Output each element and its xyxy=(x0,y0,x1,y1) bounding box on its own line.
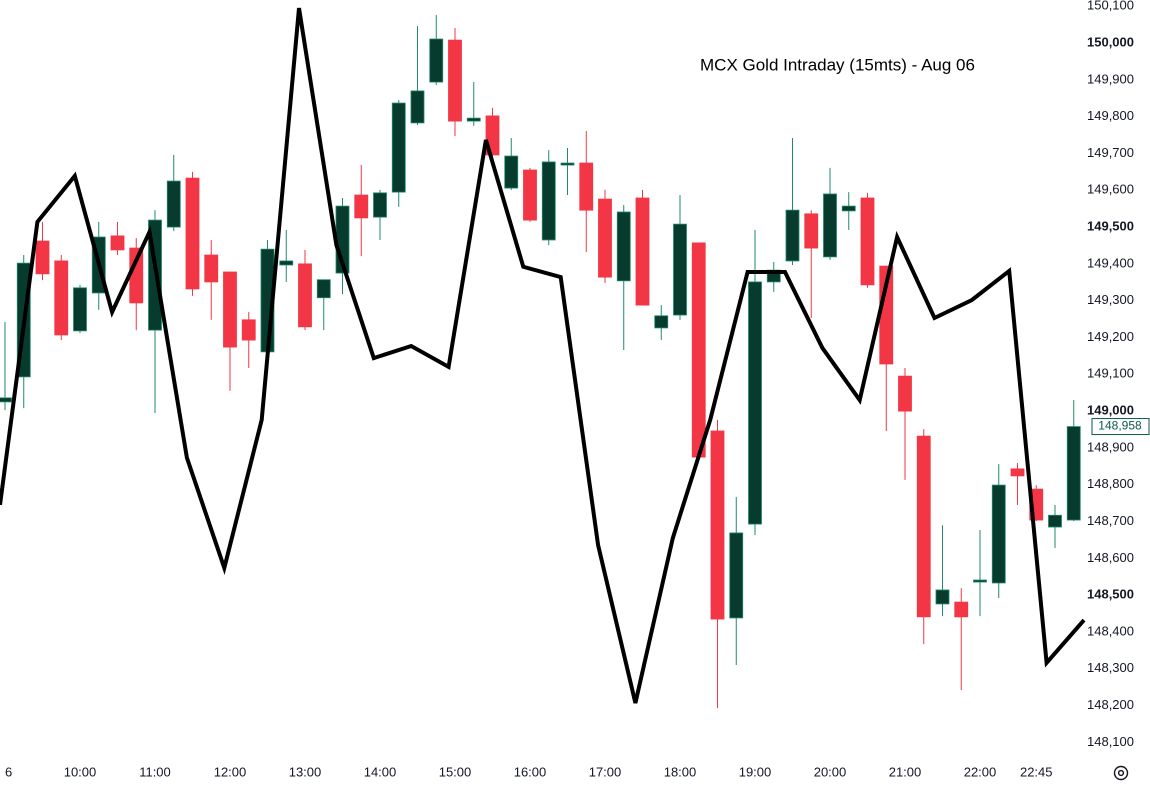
y-tick-label: 149,400 xyxy=(1087,255,1134,270)
candle-body xyxy=(0,397,12,403)
y-tick-label: 148,900 xyxy=(1087,439,1134,454)
candle-body xyxy=(560,162,575,166)
candle-body xyxy=(54,260,69,336)
candle-body xyxy=(935,589,950,605)
last-price-label: 148,958 xyxy=(1098,419,1142,433)
x-tick-label: 13:00 xyxy=(289,764,322,779)
candle-body xyxy=(673,223,687,316)
x-tick-label: 12:00 xyxy=(214,764,247,779)
x-tick-label: 21:00 xyxy=(889,764,922,779)
y-tick-label: 149,700 xyxy=(1087,145,1134,160)
x-tick-label: 14:00 xyxy=(364,764,397,779)
candle-body xyxy=(691,242,706,458)
y-tick-label: 148,500 xyxy=(1087,587,1134,602)
candle-body xyxy=(785,209,800,262)
candle-body xyxy=(316,279,331,299)
candle-body xyxy=(466,117,481,122)
candle-body xyxy=(279,260,294,266)
x-tick-label: 20:00 xyxy=(814,764,847,779)
candle-body xyxy=(35,240,50,275)
candle-body xyxy=(579,162,594,211)
y-tick-label: 148,800 xyxy=(1087,476,1134,491)
candle-body xyxy=(185,177,200,290)
candle-body xyxy=(298,263,312,328)
candle-body xyxy=(973,579,987,583)
y-tick-label: 149,500 xyxy=(1087,219,1134,234)
candle-body xyxy=(504,155,519,189)
y-tick-label: 149,200 xyxy=(1087,329,1134,344)
y-tick-label: 149,900 xyxy=(1087,71,1134,86)
candle-body xyxy=(654,315,669,329)
last-price-box xyxy=(1091,418,1150,436)
y-tick-label: 148,700 xyxy=(1087,513,1134,528)
candle-body xyxy=(954,601,969,618)
y-tick-label: 149,600 xyxy=(1087,182,1134,197)
candle-body xyxy=(354,194,369,219)
x-tick-label: 11:00 xyxy=(139,764,171,779)
candle-body xyxy=(110,235,125,251)
candle-body xyxy=(448,39,462,122)
y-tick-label: 148,300 xyxy=(1087,660,1134,675)
settings-icon[interactable] xyxy=(1113,765,1129,781)
y-tick-label: 149,100 xyxy=(1087,366,1134,381)
x-tick-label: 16:00 xyxy=(514,764,547,779)
candle-body xyxy=(373,192,387,218)
candle-body xyxy=(1048,514,1062,528)
y-tick-label: 148,600 xyxy=(1087,550,1134,565)
y-tick-label: 148,400 xyxy=(1087,623,1134,638)
candle-body xyxy=(391,102,406,193)
candle-body xyxy=(523,169,537,221)
candle-body xyxy=(991,484,1006,584)
candle-body xyxy=(1010,468,1025,477)
candle-body xyxy=(916,435,931,618)
candle-body xyxy=(73,287,87,332)
settings-ring xyxy=(1113,765,1129,781)
y-tick-label: 149,000 xyxy=(1087,403,1134,418)
candle-body xyxy=(166,180,181,228)
x-tick-label: 6 xyxy=(5,764,12,779)
x-tick-label: 22:00 xyxy=(964,764,997,779)
x-tick-label: 22:45 xyxy=(1020,764,1053,779)
x-tick-label: 17:00 xyxy=(589,764,622,779)
overlay-line xyxy=(0,7,1086,704)
y-tick-label: 148,200 xyxy=(1087,697,1134,712)
candle-body xyxy=(204,254,219,283)
candle-body xyxy=(1066,426,1081,521)
x-tick-label: 19:00 xyxy=(739,764,772,779)
candle-body xyxy=(729,532,744,619)
candle-body xyxy=(598,198,612,278)
candle-body xyxy=(223,271,237,348)
candle-body xyxy=(823,193,837,258)
x-tick-label: 10:00 xyxy=(64,764,97,779)
plot-area xyxy=(0,7,1086,709)
y-tick-label: 149,800 xyxy=(1087,108,1134,123)
candle-body xyxy=(541,161,556,241)
y-tick-label: 150,000 xyxy=(1087,34,1134,49)
candle-body xyxy=(841,205,856,212)
settings-hub xyxy=(1117,769,1125,777)
y-tick-label: 150,100 xyxy=(1087,0,1134,13)
x-tick-label: 18:00 xyxy=(664,764,697,779)
candle-body xyxy=(898,375,912,412)
x-tick-label: 15:00 xyxy=(439,764,472,779)
candle-body xyxy=(748,281,762,525)
candle-body xyxy=(635,197,650,306)
candle-body xyxy=(710,430,725,620)
y-tick-label: 149,300 xyxy=(1087,292,1134,307)
candle-body xyxy=(241,319,256,341)
chart-title: MCX Gold Intraday (15mts) - Aug 06 xyxy=(700,55,975,74)
y-tick-label: 148,100 xyxy=(1087,734,1134,749)
candle-body xyxy=(804,213,819,249)
candle-body xyxy=(410,90,425,124)
candle-body xyxy=(429,38,444,83)
candle-body xyxy=(616,211,631,282)
candle-body xyxy=(860,197,875,286)
